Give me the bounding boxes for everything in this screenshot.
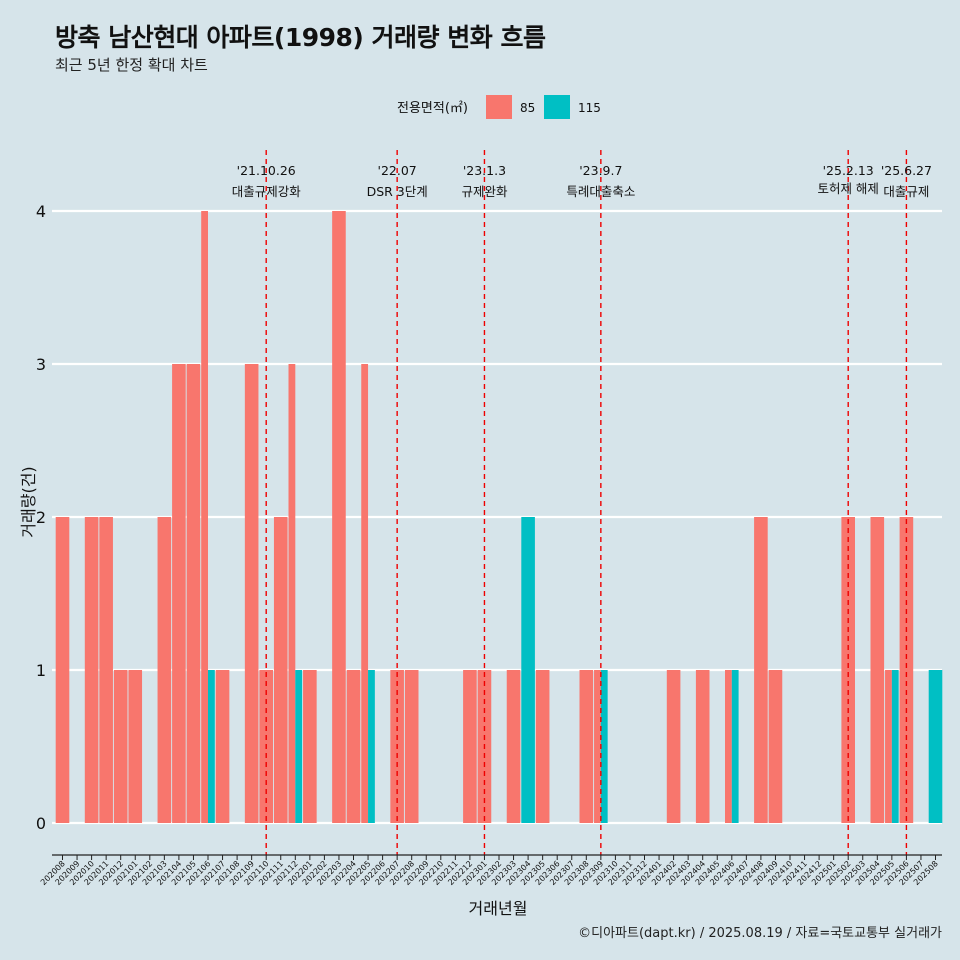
bar-85-202106 (201, 211, 208, 823)
bar-85-202201 (303, 670, 317, 823)
bar-85-202504 (870, 517, 885, 823)
event-label: 특례대출축소 (566, 184, 635, 199)
event-label: 대출규제 (883, 184, 929, 199)
bar-85-202309 (594, 670, 601, 823)
bar-85-202111 (273, 517, 288, 823)
bars (55, 211, 943, 823)
bar-85-202408 (754, 517, 768, 823)
x-axis-label: 거래년월 (469, 899, 528, 918)
bar-85-202103 (157, 517, 172, 823)
legend-label-85: 85 (520, 101, 535, 115)
bar-85-202011 (99, 517, 113, 823)
y-axis-label: 거래량(건) (19, 466, 38, 537)
bar-85-202404 (695, 670, 710, 823)
bar-85-202109 (244, 364, 259, 823)
bar-85-202212 (463, 670, 477, 823)
bar-85-202205 (361, 364, 369, 823)
bar-115-202106 (208, 670, 215, 823)
bar-115-202505 (891, 670, 899, 823)
bar-85-202308 (579, 670, 594, 823)
bar-85-202104 (172, 364, 186, 823)
event-label: DSR 3단계 (367, 184, 428, 199)
bar-85-202506 (899, 517, 914, 823)
chart-title: 방축 남산현대 아파트(1998) 거래량 변화 흐름 (55, 23, 546, 52)
bar-85-202010 (84, 517, 99, 823)
event-date-label: '23.9.7 (579, 163, 622, 178)
bar-85-202208 (404, 670, 419, 823)
chart-subtitle: 최근 5년 한정 확대 차트 (55, 56, 208, 74)
y-tick-label: 4 (36, 202, 46, 221)
bar-85-202502 (841, 517, 855, 823)
legend-swatch-85 (486, 95, 512, 119)
grid-lines (52, 209, 942, 825)
bar-85-202204 (346, 670, 361, 823)
y-tick-label: 2 (36, 508, 46, 527)
event-label: 규제완화 (461, 184, 508, 199)
legend-swatch-115 (544, 95, 570, 119)
bar-115-202406 (731, 670, 739, 823)
event-date-label: '21.10.26 (237, 163, 296, 178)
bar-115-202309 (600, 670, 608, 823)
y-tick-label: 3 (36, 355, 46, 374)
bar-115-202304 (521, 517, 535, 823)
event-date-label: '23.1.3 (463, 163, 506, 178)
event-date-label: '22.07 (378, 163, 417, 178)
bar-85-202305 (535, 670, 550, 823)
bar-85-202112 (288, 364, 296, 823)
bar-115-202112 (295, 670, 303, 823)
y-tick-label: 1 (36, 661, 46, 680)
bar-85-202107 (215, 670, 230, 823)
bar-85-202402 (666, 670, 681, 823)
source-caption: ©디아파트(dapt.kr) / 2025.08.19 / 자료=국토교통부 실… (578, 926, 942, 941)
bar-115-202205 (368, 670, 375, 823)
bar-85-202101 (128, 670, 143, 823)
bar-115-202508 (928, 670, 943, 823)
bar-85-202012 (113, 670, 128, 823)
bar-85-202409 (768, 670, 783, 823)
legend-label-115: 115 (578, 101, 601, 115)
bar-85-202406 (725, 670, 732, 823)
event-label: 토허제 해제 (817, 181, 878, 196)
legend-title: 전용면적(㎡) (397, 101, 468, 116)
event-lines: '21.10.26 대출규제강화 '22.07 DSR 3단계 '23.1.3 규제완화 '… (232, 150, 932, 855)
bar-85-202008 (55, 517, 70, 823)
bar-85-202203 (332, 211, 346, 823)
bar-85-202505 (885, 670, 892, 823)
event-date-label: '25.2.13 (823, 163, 874, 178)
y-tick-label: 0 (36, 814, 46, 833)
bar-85-202105 (186, 364, 201, 823)
event-date-label: '25.6.27 (881, 163, 932, 178)
legend: 전용면적(㎡) 85 115 (397, 95, 601, 119)
event-label: 대출규제강화 (232, 184, 302, 199)
bar-85-202303 (506, 670, 521, 823)
